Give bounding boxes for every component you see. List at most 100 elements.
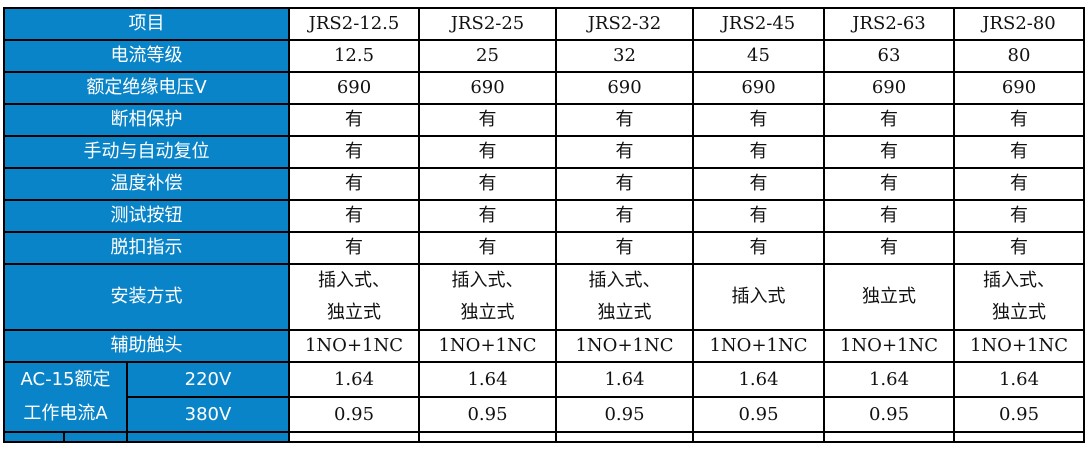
cell-value: 690 [418, 71, 557, 105]
partial-cell [823, 431, 955, 443]
spec-table: 项目 JRS2-12.5 JRS2-25 JRS2-32 JRS2-45 JRS2-63 J… [3, 7, 1085, 443]
voltage-label: 220V [126, 361, 290, 398]
install-line: 插入式、 [983, 270, 1055, 291]
install-line: 独立式 [327, 302, 381, 323]
install-line: 独立式 [862, 286, 916, 307]
cell-value: 有 [288, 167, 420, 201]
model-header: JRS2-45 [692, 7, 825, 41]
install-value: 独立式 [823, 263, 955, 331]
row-label: 测试按钮 [3, 199, 290, 233]
cell-value: 12.5 [288, 39, 420, 73]
cell-value: 690 [288, 71, 420, 105]
cell-value: 63 [823, 39, 955, 73]
cell-value: 690 [692, 71, 825, 105]
model-header: JRS2-12.5 [288, 7, 420, 41]
cell-value: 1NO+1NC [692, 329, 825, 363]
cell-value: 0.95 [288, 396, 420, 433]
install-line: 独立式 [597, 302, 652, 323]
cell-value: 有 [288, 135, 420, 169]
cell-value: 80 [953, 39, 1085, 73]
header-row: 项目 JRS2-12.5 JRS2-25 JRS2-32 JRS2-45 JRS2-63 J… [3, 7, 1085, 41]
row-label: 温度补偿 [3, 167, 290, 201]
ac15-label-line: 工作电流A [23, 403, 108, 424]
cell-value: 0.95 [555, 396, 694, 433]
cell-value: 有 [555, 231, 694, 265]
cell-value: 1.64 [555, 361, 694, 398]
voltage-label: 380V [126, 396, 290, 433]
cell-value: 有 [288, 199, 420, 233]
cell-value: 有 [555, 103, 694, 137]
partial-cell [953, 431, 1085, 443]
cell-value: 有 [953, 231, 1085, 265]
table-row: 脱扣指示有有有有有有 [3, 231, 1085, 265]
cell-value: 有 [555, 167, 694, 201]
cell-value: 1NO+1NC [418, 329, 557, 363]
cell-value: 有 [692, 103, 825, 137]
table-row: 测试按钮有有有有有有 [3, 199, 1085, 233]
cell-value: 有 [953, 199, 1085, 233]
cell-value: 690 [555, 71, 694, 105]
partial-cell [692, 431, 825, 443]
install-line: 插入式、 [588, 270, 661, 291]
cell-value: 有 [692, 231, 825, 265]
cell-value: 有 [418, 167, 557, 201]
ac15-row: 380V 0.95 0.95 0.95 0.95 0.95 0.95 [4, 396, 1085, 433]
cell-value: 1.64 [953, 361, 1085, 398]
row-label: 断相保护 [3, 103, 290, 137]
cell-value: 有 [823, 231, 955, 265]
partial-cell [288, 431, 420, 443]
header-label: 项目 [3, 7, 290, 41]
cell-value: 有 [692, 167, 825, 201]
model-header: JRS2-32 [555, 7, 694, 41]
cell-value: 有 [823, 167, 955, 201]
cell-value: 有 [555, 199, 694, 233]
install-line: 独立式 [460, 302, 515, 323]
row-label: 辅助触头 [3, 329, 290, 363]
cell-value: 0.95 [692, 396, 825, 433]
cell-value: 1NO+1NC [555, 329, 694, 363]
model-header: JRS2-63 [823, 7, 955, 41]
cell-value: 0.95 [953, 396, 1085, 433]
cell-value: 有 [953, 103, 1085, 137]
install-line: 插入式 [731, 286, 786, 307]
cell-value: 32 [555, 39, 694, 73]
install-line: 插入式、 [318, 270, 390, 291]
install-row: 安装方式 插入式、 独立式 插入式、 独立式 插入式、 独立式 插入式 独立式 插入式、 独立式 [3, 263, 1085, 331]
cell-value: 0.95 [418, 396, 557, 433]
cell-value: 有 [692, 135, 825, 169]
cell-value: 有 [418, 135, 557, 169]
table-row: 额定绝缘电压V 690 690 690 690 690 690 [3, 71, 1085, 105]
cell-value: 有 [288, 103, 420, 137]
cell-value: 1.64 [418, 361, 557, 398]
partial-cell [418, 431, 557, 443]
partial-cell [63, 431, 128, 443]
cell-value: 有 [953, 135, 1085, 169]
cell-value: 1.64 [692, 361, 825, 398]
table-row: 手动与自动复位有有有有有有 [3, 135, 1085, 169]
install-line: 独立式 [992, 302, 1046, 323]
row-label: 安装方式 [3, 263, 290, 331]
row-label: 额定绝缘电压V [3, 71, 290, 105]
partial-cell [555, 431, 694, 443]
cell-value: 有 [692, 199, 825, 233]
cell-value: 有 [555, 135, 694, 169]
ac15-label: AC-15额定 工作电流A [3, 361, 128, 433]
cell-value: 有 [288, 231, 420, 265]
cell-value: 有 [953, 167, 1085, 201]
cell-value: 25 [418, 39, 557, 73]
ac15-label-line: AC-15额定 [20, 369, 111, 390]
cell-value: 45 [692, 39, 825, 73]
install-value: 插入式、 独立式 [288, 263, 420, 331]
cell-value: 690 [953, 71, 1085, 105]
cell-value: 有 [823, 199, 955, 233]
cell-value: 1NO+1NC [953, 329, 1085, 363]
install-value: 插入式、 独立式 [418, 263, 557, 331]
row-label: 电流等级 [3, 39, 290, 73]
cell-value: 690 [823, 71, 955, 105]
cell-value: 有 [418, 103, 557, 137]
install-value: 插入式、 独立式 [555, 263, 694, 331]
install-value: 插入式 [692, 263, 825, 331]
cell-value: 有 [418, 199, 557, 233]
cell-value: 1.64 [823, 361, 955, 398]
partial-row [3, 431, 1085, 443]
